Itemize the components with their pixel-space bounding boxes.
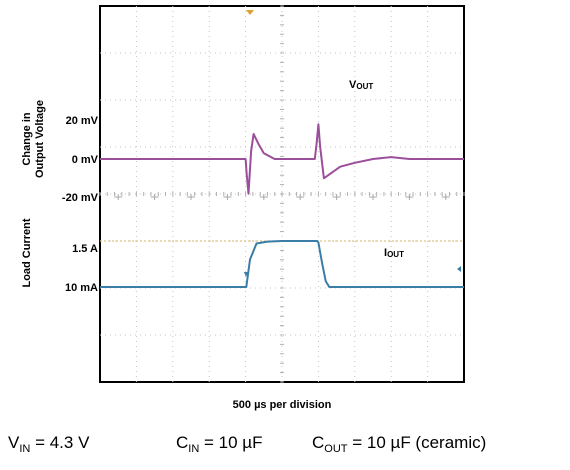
vout-trace — [100, 123, 464, 195]
tick-label-1p5a: 1.5 A — [72, 243, 98, 255]
trace-marker-left — [244, 272, 248, 277]
y-title-upper-line1: Change in — [21, 112, 33, 165]
y-title-upper-line2: Output Voltage — [34, 100, 46, 178]
trigger-marker — [246, 10, 254, 15]
tick-label-10ma: 10 mA — [65, 282, 98, 294]
condition-cin: CIN = 10 µF — [176, 433, 263, 455]
condition-vin: VIN = 4.3 V — [8, 433, 90, 455]
tick-label-neg20mv: -20 mV — [62, 192, 99, 204]
tick-label-20mv: 20 mV — [66, 115, 99, 127]
y-title-lower: Load Current — [21, 218, 33, 287]
traces — [100, 123, 464, 288]
iout-trace — [100, 240, 464, 288]
vout-trace-label: VOUT — [349, 79, 373, 91]
condition-cout: COUT = 10 µF (ceramic) — [312, 433, 487, 455]
iout-trace-label: IOUT — [384, 247, 404, 259]
x-axis-label: 500 µs per division — [232, 399, 332, 411]
trace-marker-right — [457, 266, 461, 272]
tick-label-0mv: 0 mV — [72, 154, 99, 166]
